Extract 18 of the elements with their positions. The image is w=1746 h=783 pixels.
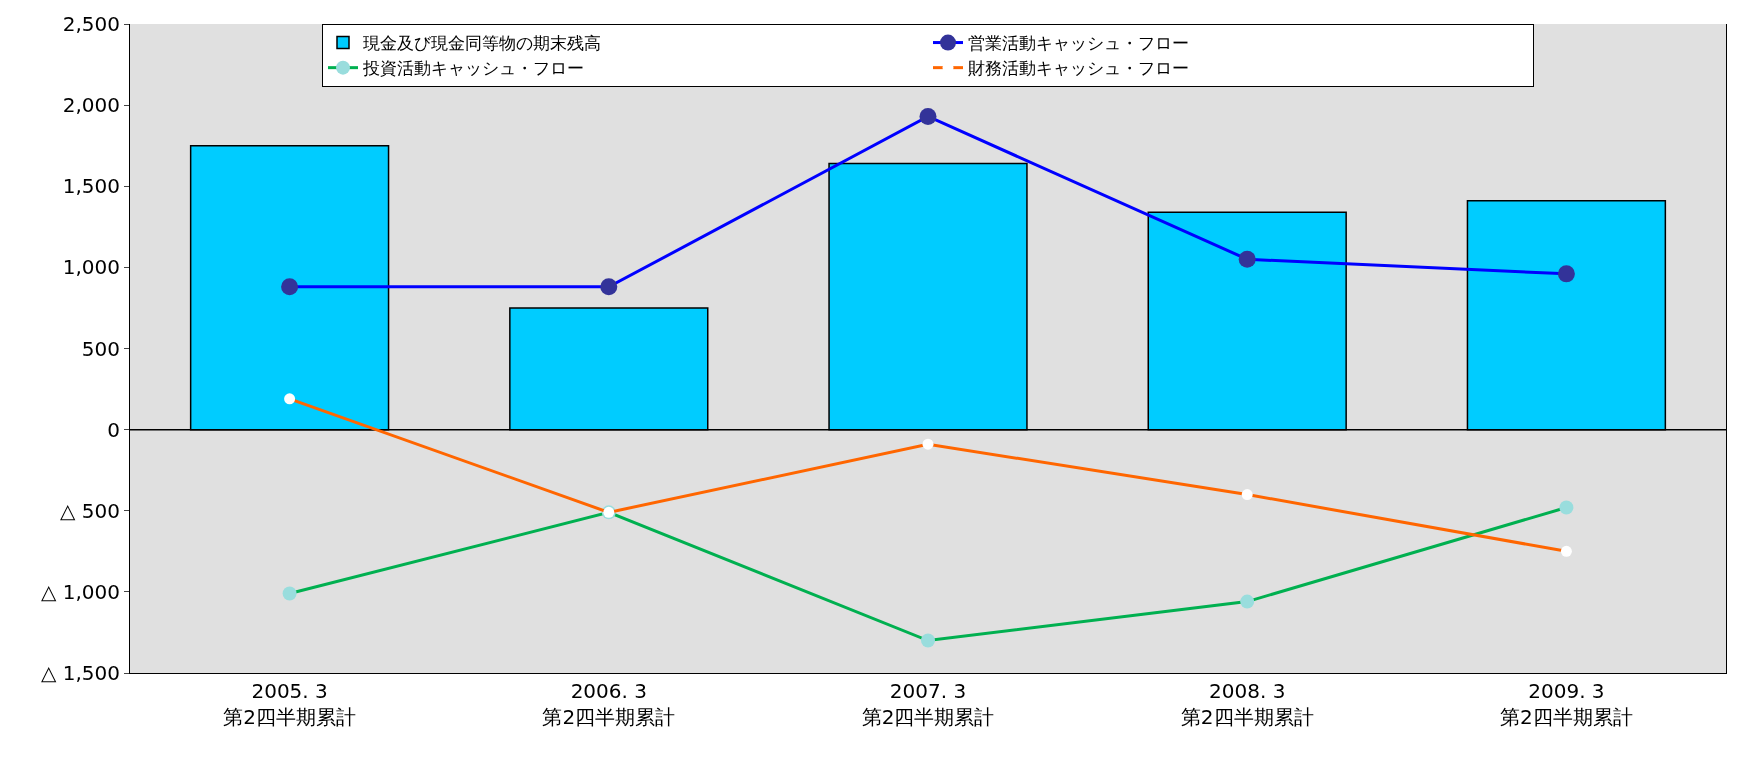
y-tick-label: 0 (107, 417, 120, 442)
y-tick-label: △ 1,000 (41, 579, 120, 604)
y-tick-label: 2,000 (62, 93, 120, 118)
legend-label: 財務活動キャッシュ・フロー (968, 58, 1189, 79)
y-tick-label: 1,500 (62, 174, 120, 199)
x-tick-label: 2008. 3 第2四半期累計 (1180, 679, 1314, 729)
y-tick-label: 2,500 (62, 12, 120, 36)
x-tick-label: 2007. 3 第2四半期累計 (861, 679, 995, 729)
legend-label: 営業活動キャッシュ・フロー (968, 33, 1189, 54)
legend-label: 投資活動キャッシュ・フロー (362, 58, 584, 79)
legend-label: 現金及び現金同等物の期末残高 (363, 33, 601, 54)
x-tick-label: 2005. 3 第2四半期累計 (223, 679, 356, 729)
x-tick-label: 2009. 3 第2四半期累計 (1500, 679, 1633, 729)
x-tick-label: 2006. 3 第2四半期累計 (542, 679, 676, 729)
y-tick-label: 1,000 (62, 255, 120, 280)
y-tick-label: △ 500 (60, 498, 120, 523)
y-tick-label: △ 1,500 (41, 661, 120, 685)
y-tick-label: 500 (81, 336, 120, 361)
